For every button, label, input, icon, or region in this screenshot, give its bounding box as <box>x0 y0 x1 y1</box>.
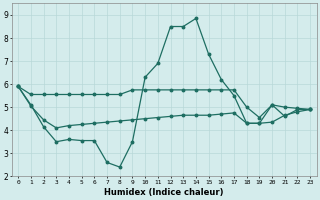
X-axis label: Humidex (Indice chaleur): Humidex (Indice chaleur) <box>104 188 224 197</box>
